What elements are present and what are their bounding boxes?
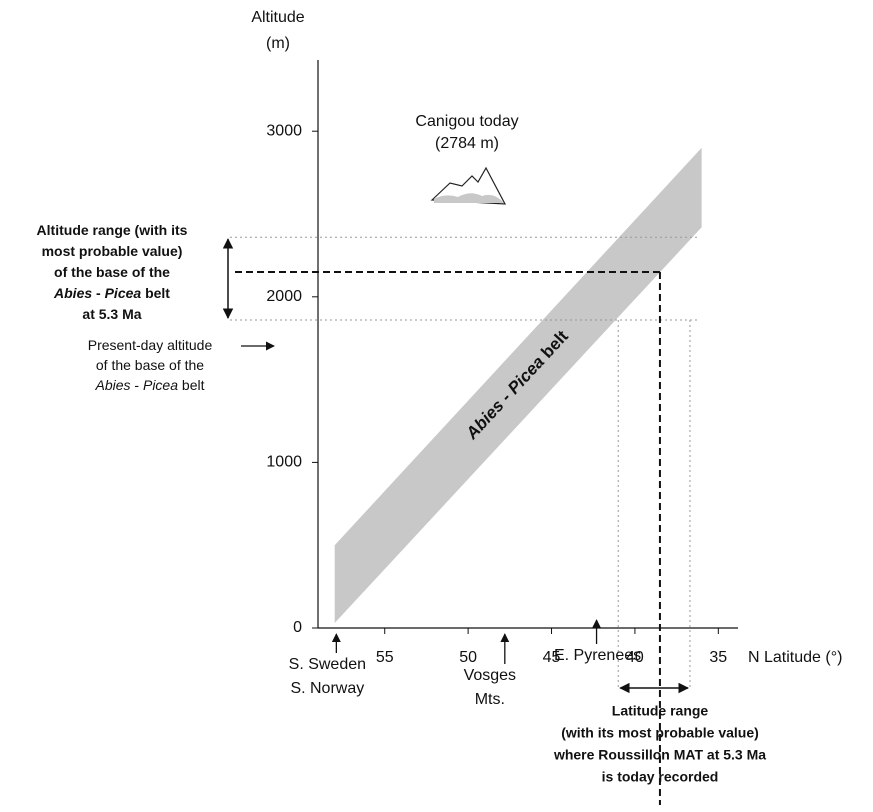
x-tick-label: 35 bbox=[709, 649, 727, 666]
latitude-range-label: is today recorded bbox=[602, 769, 719, 785]
text-part: Altitude range (with its bbox=[37, 222, 188, 238]
place-label: S. Sweden bbox=[289, 656, 366, 673]
latitude-range-label: where Roussillon MAT at 5.3 Ma bbox=[553, 747, 766, 763]
annotation-line: of the base of the bbox=[54, 264, 170, 280]
latitude-range-label: (with its most probable value) bbox=[561, 725, 759, 741]
y-tick-label: 0 bbox=[293, 619, 302, 636]
y-tick-label: 1000 bbox=[266, 454, 302, 471]
text-part: - bbox=[131, 377, 143, 393]
place-label: S. Norway bbox=[290, 680, 364, 697]
text-part: - bbox=[92, 285, 104, 301]
place-label: Vosges bbox=[464, 667, 516, 684]
x-axis-label: N Latitude (°) bbox=[748, 649, 842, 666]
annotation-line: Present-day altitude bbox=[88, 337, 213, 353]
x-tick-label: 55 bbox=[376, 649, 394, 666]
place-label: Mts. bbox=[475, 691, 505, 708]
y-tick-label: 2000 bbox=[266, 288, 302, 305]
text-part: Abies bbox=[95, 377, 131, 393]
text-part: Picea bbox=[105, 285, 142, 301]
text-part: Picea bbox=[143, 377, 178, 393]
text-part: of the base of the bbox=[96, 357, 204, 373]
text-part: Abies bbox=[53, 285, 92, 301]
annotation-line: of the base of the bbox=[96, 357, 204, 373]
text-part: of the base of the bbox=[54, 264, 170, 280]
annotation-line: at 5.3 Ma bbox=[82, 306, 141, 322]
x-tick-label: 50 bbox=[459, 649, 477, 666]
text-part: most probable value) bbox=[42, 243, 183, 259]
text-part: at 5.3 Ma bbox=[82, 306, 141, 322]
peak-label: (2784 m) bbox=[435, 135, 499, 152]
annotation-line: Abies - Picea belt bbox=[462, 327, 573, 444]
latitude-range-label: Latitude range bbox=[612, 703, 709, 719]
peak-label: Canigou today bbox=[415, 113, 518, 130]
mountain-icon bbox=[432, 168, 505, 204]
text-part: belt bbox=[178, 377, 205, 393]
annotation-line: most probable value) bbox=[42, 243, 183, 259]
annotation-line: Abies - Picea belt bbox=[95, 377, 205, 393]
annotation-line: Abies - Picea belt bbox=[53, 285, 170, 301]
text-part: belt bbox=[141, 285, 170, 301]
y-axis-label: Altitude bbox=[251, 9, 304, 26]
annotation-line: Altitude range (with its bbox=[37, 222, 188, 238]
text-part: Present-day altitude bbox=[88, 337, 213, 353]
y-axis-label: (m) bbox=[266, 35, 290, 52]
chart: 01000200030005550454035Altitude(m)N Lati… bbox=[0, 0, 873, 812]
place-label: E. Pyrenees bbox=[554, 647, 641, 664]
y-tick-label: 3000 bbox=[266, 122, 302, 139]
